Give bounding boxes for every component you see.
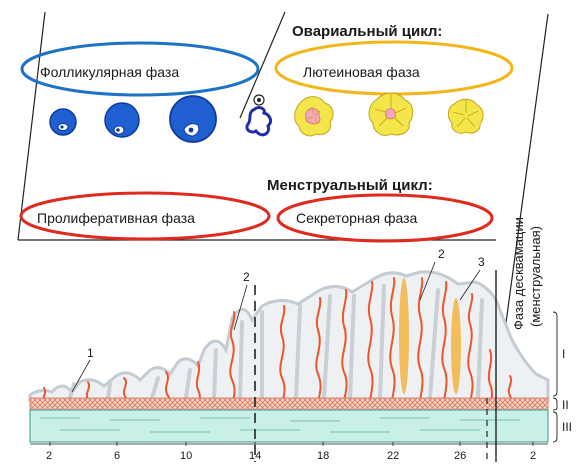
endometrial-glands <box>68 284 484 400</box>
gland-secretion-1 <box>399 278 409 394</box>
layer-label-1: I <box>562 347 565 361</box>
endometrium-section <box>28 270 550 462</box>
corpus-luteum-1 <box>294 96 334 137</box>
corpus-luteum-3 <box>447 98 484 134</box>
day-label: 6 <box>114 450 120 462</box>
frame-left-line <box>17 11 46 241</box>
callout-number-2a: 2 <box>243 270 250 284</box>
layer-bracket-1 <box>552 311 558 397</box>
day-axis: 2 6 10 14 18 22 26 2 <box>30 442 548 462</box>
follicle-medium <box>104 102 140 138</box>
callout-line-2a <box>233 284 248 331</box>
frame-divider-line <box>239 11 286 119</box>
menstrual-cycle-title: Менструальный цикл: <box>267 177 433 194</box>
callout-line-2b <box>419 261 436 301</box>
callout-number-1: 1 <box>87 346 94 360</box>
layer-bracket-3 <box>552 411 558 443</box>
layer-bracket-2 <box>552 397 558 411</box>
day-label: 26 <box>454 450 466 462</box>
luteal-phase-label: Лютеиновая фаза <box>303 64 420 80</box>
day-label: 22 <box>387 450 399 462</box>
proliferative-phase-ellipse <box>19 191 271 241</box>
day-label: 10 <box>180 450 192 462</box>
ovulation-follicle <box>245 94 272 137</box>
desquamation-phase-sublabel: (менструальная) <box>528 226 543 327</box>
day-label: 14 <box>249 450 261 462</box>
layer-label-2: II <box>562 398 569 412</box>
follicle-large <box>169 95 217 143</box>
secretory-phase-label: Секреторная фаза <box>296 210 418 226</box>
callout-line-3 <box>459 269 481 301</box>
proliferative-phase-label: Пролиферативная фаза <box>37 210 195 226</box>
follicular-phase-ellipse <box>20 41 260 97</box>
ovarian-cycle-title: Овариальный цикл: <box>292 23 442 40</box>
day-label: 2 <box>530 450 536 462</box>
basal-layer-lines <box>40 417 520 433</box>
desquamation-phase-label: Фаза десквамации <box>511 217 526 330</box>
basal-layer <box>29 409 549 443</box>
day-label: 18 <box>317 450 329 462</box>
callout-line-1 <box>71 359 91 393</box>
callout-number-2b: 2 <box>438 247 445 261</box>
secretory-phase-ellipse <box>276 193 494 243</box>
day-label: 2 <box>46 450 52 462</box>
compact-layer <box>29 397 549 411</box>
follicle-small <box>49 108 77 136</box>
functional-layer-outline <box>28 270 550 402</box>
frame-right-line <box>504 13 549 331</box>
layer-label-3: III <box>562 420 572 434</box>
callout-number-3: 3 <box>478 255 485 269</box>
gland-secretion-2 <box>451 298 461 394</box>
corpus-luteum-2 <box>368 92 414 137</box>
follicular-phase-label: Фолликулярная фаза <box>40 64 179 80</box>
